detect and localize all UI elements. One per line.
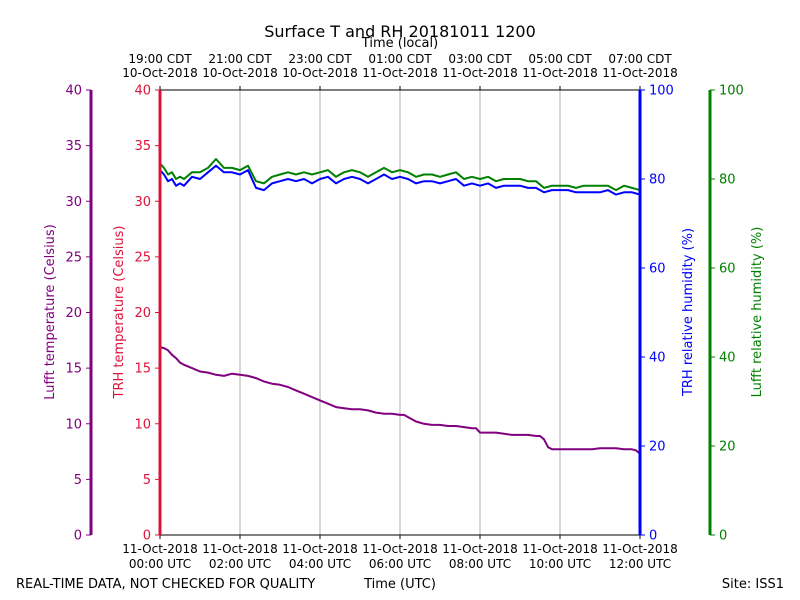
bottom-tick-label: 11-Oct-2018 <box>282 542 358 556</box>
top-axis-label: Time (local) <box>361 36 438 51</box>
bottom-tick-label: 08:00 UTC <box>449 557 511 571</box>
trh-temp-axis-tick-label: 20 <box>134 306 151 321</box>
trh-rh-axis-tick-label: 0 <box>649 529 657 544</box>
bottom-tick-label: 06:00 UTC <box>369 557 431 571</box>
top-tick-label: 10-Oct-2018 <box>202 66 278 80</box>
lufft-rh-axis-tick-label: 80 <box>719 173 736 188</box>
lufft-temp-axis-tick-label: 0 <box>74 529 82 544</box>
lufft-temp-axis-tick-label: 35 <box>65 139 82 154</box>
top-tick-label: 07:00 CDT <box>608 52 672 66</box>
top-tick-label: 19:00 CDT <box>128 52 192 66</box>
trh-rh-axis-tick-label: 40 <box>649 351 666 366</box>
lufft-temp-axis-tick-label: 40 <box>65 84 82 99</box>
top-tick-label: 10-Oct-2018 <box>122 66 198 80</box>
top-tick-label: 03:00 CDT <box>448 52 512 66</box>
bottom-tick-label: 11-Oct-2018 <box>122 542 198 556</box>
series-layer <box>159 158 641 455</box>
lufft-rh-axis-tick-label: 20 <box>719 440 736 455</box>
bottom-tick-label: 04:00 UTC <box>289 557 351 571</box>
bottom-tick-label: 11-Oct-2018 <box>202 542 278 556</box>
trh-rh-axis-tick-label: 80 <box>649 173 666 188</box>
series-line-lufft-temperature <box>159 346 641 455</box>
top-tick-label: 05:00 CDT <box>528 52 592 66</box>
series-line-trh-relative-humidity <box>159 164 641 196</box>
bottom-tick-label: 02:00 UTC <box>209 557 271 571</box>
top-tick-label: 11-Oct-2018 <box>442 66 518 80</box>
trh-temp-axis-tick-label: 40 <box>134 84 151 99</box>
footer-quality-note: REAL-TIME DATA, NOT CHECKED FOR QUALITY <box>16 577 315 592</box>
bottom-tick-label: 10:00 UTC <box>529 557 591 571</box>
bottom-tick-label: 11-Oct-2018 <box>362 542 438 556</box>
trh-temp-axis-label: TRH temperature (Celsius) <box>112 226 127 400</box>
top-tick-label: 11-Oct-2018 <box>522 66 598 80</box>
bottom-tick-label: 11-Oct-2018 <box>602 542 678 556</box>
top-tick-label: 10-Oct-2018 <box>282 66 358 80</box>
chart-title: Surface T and RH 20181011 1200 <box>264 22 536 41</box>
trh-temp-axis-tick-label: 30 <box>134 195 151 210</box>
lufft-rh-axis-tick-label: 60 <box>719 262 736 277</box>
top-tick-label: 21:00 CDT <box>208 52 272 66</box>
lufft-temp-axis-tick-label: 20 <box>65 306 82 321</box>
footer-site: Site: ISS1 <box>722 577 784 592</box>
lufft-rh-axis-label: Lufft relative humidity (%) <box>750 227 765 398</box>
lufft-rh-axis-tick-label: 40 <box>719 351 736 366</box>
lufft-rh-axis-tick-label: 0 <box>719 529 727 544</box>
trh-rh-axis-tick-label: 60 <box>649 262 666 277</box>
top-tick-label: 01:00 CDT <box>368 52 432 66</box>
top-tick-label: 11-Oct-2018 <box>362 66 438 80</box>
trh-temp-axis-tick-label: 10 <box>134 417 151 432</box>
trh-temp-axis-tick-label: 35 <box>134 139 151 154</box>
trh-rh-axis-label: TRH relative humidity (%) <box>681 228 696 397</box>
bottom-tick-label: 11-Oct-2018 <box>442 542 518 556</box>
lufft-temp-axis-tick-label: 15 <box>65 362 82 377</box>
lufft-temp-axis-tick-label: 10 <box>65 417 82 432</box>
bottom-tick-label: 11-Oct-2018 <box>522 542 598 556</box>
series-line-lufft-relative-humidity <box>159 158 641 192</box>
trh-rh-axis-tick-label: 20 <box>649 440 666 455</box>
lufft-temp-axis-tick-label: 5 <box>74 473 82 488</box>
lufft-temp-axis-tick-label: 25 <box>65 250 82 265</box>
top-tick-label: 11-Oct-2018 <box>602 66 678 80</box>
gridlines <box>239 90 561 535</box>
trh-rh-axis-tick-label: 100 <box>649 84 674 99</box>
top-tick-label: 23:00 CDT <box>288 52 352 66</box>
bottom-tick-label: 00:00 UTC <box>129 557 191 571</box>
trh-temp-axis-tick-label: 5 <box>143 473 151 488</box>
x-axis-label: Time (UTC) <box>363 577 436 592</box>
lufft-rh-axis-tick-label: 100 <box>719 84 744 99</box>
trh-temp-axis-tick-label: 0 <box>143 529 151 544</box>
lufft-temp-axis-tick-label: 30 <box>65 195 82 210</box>
lufft-temp-axis-label: Lufft temperature (Celsius) <box>43 224 58 400</box>
trh-temp-axis-tick-label: 15 <box>134 362 151 377</box>
bottom-tick-label: 12:00 UTC <box>609 557 671 571</box>
trh-temp-axis-tick-label: 25 <box>134 250 151 265</box>
